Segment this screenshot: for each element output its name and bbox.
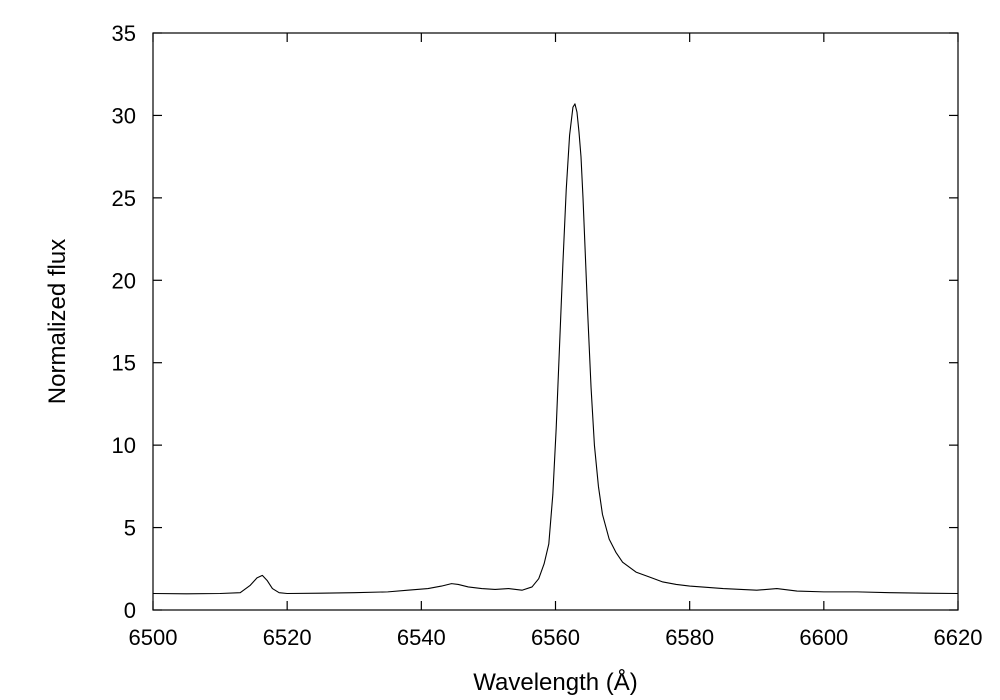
y-tick-label: 10 (112, 433, 136, 458)
tick-labels-layer: 6500 6520 6540 6560 6580 6600 6620 0 5 10 15 20 25 30… (112, 21, 983, 650)
plot-frame (152, 32, 959, 611)
y-axis-label: Normalized flux (44, 239, 71, 404)
y-tick-label: 25 (112, 186, 136, 211)
x-axis-label: Wavelength (Å) (473, 668, 638, 696)
y-tick-label: 5 (124, 516, 136, 541)
y-tick-label: 30 (112, 103, 136, 128)
x-tick-label: 6520 (263, 625, 312, 650)
x-tick-label: 6560 (531, 625, 580, 650)
y-tick-label: 0 (124, 598, 136, 623)
x-tick-label: 6580 (665, 625, 714, 650)
ticks-layer (152, 32, 959, 611)
x-tick-label: 6500 (129, 625, 178, 650)
y-tick-label: 35 (112, 21, 136, 46)
spectrum-line (152, 103, 959, 595)
x-tick-label: 6540 (397, 625, 446, 650)
y-tick-label: 20 (112, 268, 136, 293)
x-tick-label: 6600 (799, 625, 848, 650)
x-tick-label: 6620 (934, 625, 983, 650)
y-tick-label: 15 (112, 351, 136, 376)
